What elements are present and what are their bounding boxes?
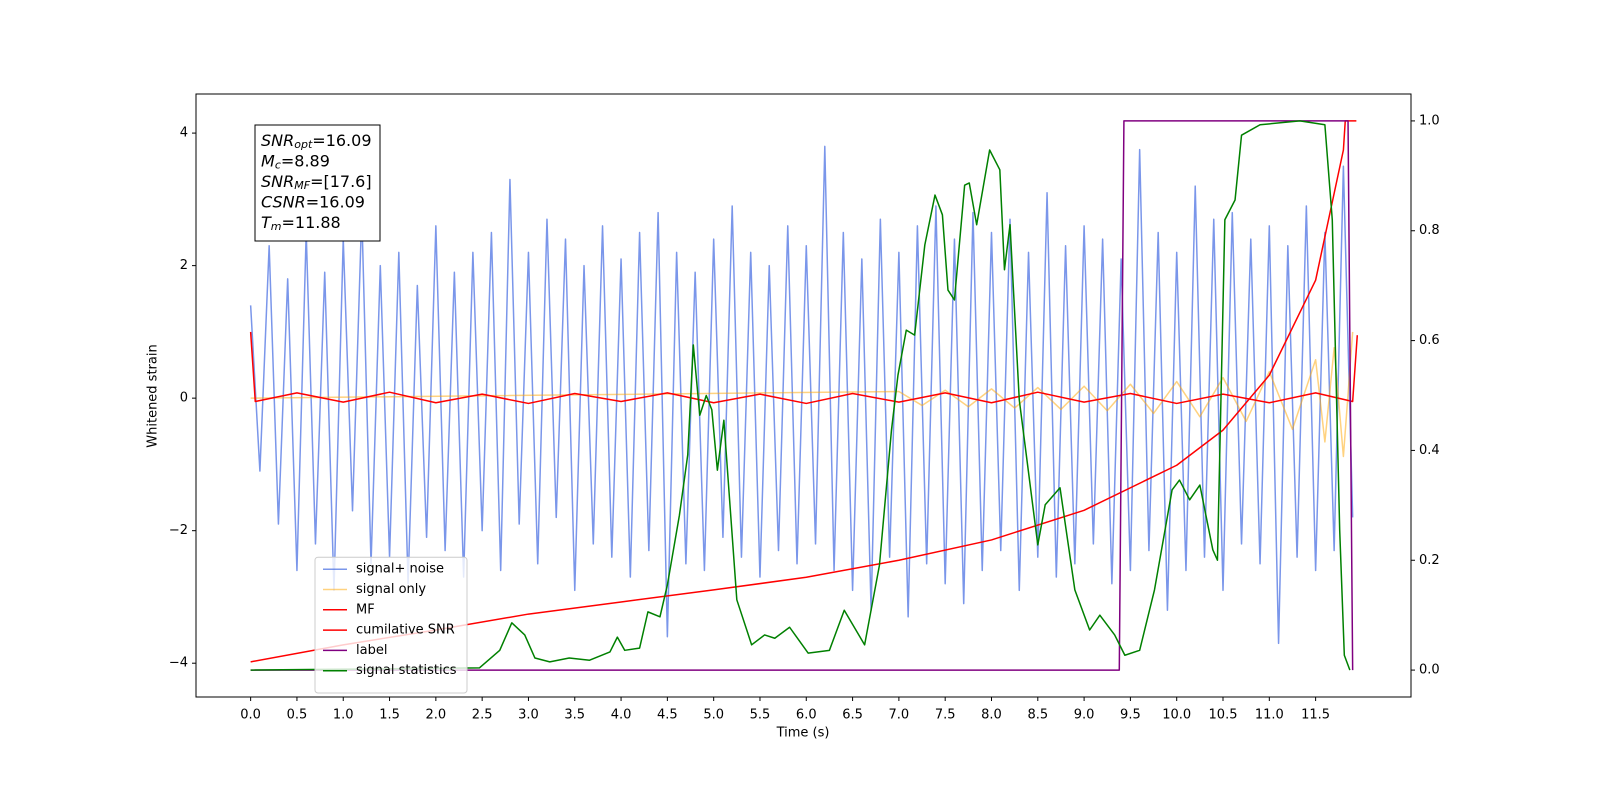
legend-label: signal statistics bbox=[356, 663, 457, 678]
x-tick-label: 6.5 bbox=[842, 708, 863, 723]
annotation: SNRMF=[17.6] bbox=[261, 172, 372, 193]
legend-label: cumilative SNR bbox=[356, 623, 455, 638]
legend-label: MF bbox=[356, 602, 375, 617]
y2-tick-label: 0.8 bbox=[1419, 223, 1440, 238]
annotation-symbol: CSNR bbox=[261, 192, 306, 211]
series-line bbox=[249, 145, 1354, 645]
x-tick-label: 8.5 bbox=[1027, 708, 1048, 723]
y2-tick-label: 0.4 bbox=[1419, 443, 1440, 458]
annotation-subscript: opt bbox=[294, 138, 313, 151]
series-line bbox=[250, 120, 1357, 663]
x-tick-label: 0.0 bbox=[240, 708, 261, 723]
y-tick-label: −4 bbox=[169, 656, 188, 671]
annotation: CSNR=16.09 bbox=[261, 192, 365, 211]
y-tick-label: 4 bbox=[180, 126, 188, 141]
series-line bbox=[249, 331, 1359, 405]
plot-area bbox=[249, 120, 1359, 671]
x-tick-label: 3.5 bbox=[564, 708, 585, 723]
x-tick-label: 1.5 bbox=[379, 708, 400, 723]
y2-tick-label: 0.6 bbox=[1419, 333, 1440, 348]
x-tick-label: 4.0 bbox=[611, 708, 632, 723]
legend-box bbox=[314, 556, 468, 694]
y2-tick-label: 0.0 bbox=[1419, 663, 1440, 678]
x-tick-label: 9.0 bbox=[1074, 708, 1095, 723]
series-line bbox=[250, 120, 1354, 671]
y-tick-label: 0 bbox=[180, 391, 188, 406]
legend-label: label bbox=[356, 643, 387, 658]
x-tick-label: 11.0 bbox=[1255, 708, 1284, 723]
annotation: SNRopt=16.09 bbox=[261, 131, 372, 152]
x-tick-label: 1.0 bbox=[333, 708, 354, 723]
axes-frame bbox=[195, 93, 1412, 698]
annotation-subscript: MF bbox=[294, 179, 310, 192]
annotation-text: =11.88 bbox=[282, 213, 341, 232]
x-tick-label: 5.0 bbox=[703, 708, 724, 723]
x-tick-label: 0.5 bbox=[287, 708, 308, 723]
series-line bbox=[250, 120, 1351, 671]
annotation: Mc=8.89 bbox=[261, 151, 330, 172]
legend-label: signal+ noise bbox=[356, 562, 444, 577]
annotation-symbol: M bbox=[261, 151, 275, 170]
legend-label: signal only bbox=[356, 582, 426, 597]
x-tick-label: 9.5 bbox=[1120, 708, 1141, 723]
x-axis-label: Time (s) bbox=[776, 726, 830, 741]
y-tick-label: 2 bbox=[180, 258, 188, 273]
x-tick-label: 5.5 bbox=[750, 708, 771, 723]
annotation-symbol: SNR bbox=[261, 172, 294, 191]
annotation-symbol: T bbox=[261, 213, 272, 232]
x-tick-label: 3.0 bbox=[518, 708, 539, 723]
annotation-subscript: m bbox=[271, 220, 282, 233]
x-tick-label: 2.5 bbox=[472, 708, 493, 723]
annotation-box bbox=[254, 124, 381, 242]
y-axis-label: Whitened strain bbox=[146, 344, 161, 447]
x-tick-label: 4.5 bbox=[657, 708, 678, 723]
y2-tick-label: 0.2 bbox=[1419, 553, 1440, 568]
annotation-subscript: c bbox=[275, 159, 281, 172]
x-tick-label: 10.0 bbox=[1162, 708, 1191, 723]
x-tick-label: 7.5 bbox=[935, 708, 956, 723]
annotation-text: =8.89 bbox=[281, 151, 330, 170]
series-line bbox=[250, 331, 1354, 458]
annotation-text: =[17.6] bbox=[310, 172, 372, 191]
annotation-text: =16.09 bbox=[306, 192, 365, 211]
annotation: Tm=11.88 bbox=[261, 213, 341, 234]
x-tick-label: 6.0 bbox=[796, 708, 817, 723]
annotation-text: =16.09 bbox=[312, 131, 371, 150]
x-tick-label: 8.0 bbox=[981, 708, 1002, 723]
x-tick-label: 2.0 bbox=[426, 708, 447, 723]
y2-tick-label: 1.0 bbox=[1419, 113, 1440, 128]
y-tick-label: −2 bbox=[169, 523, 188, 538]
x-tick-label: 10.5 bbox=[1209, 708, 1238, 723]
annotation-symbol: SNR bbox=[261, 131, 294, 150]
x-tick-label: 11.5 bbox=[1301, 708, 1330, 723]
x-tick-label: 7.0 bbox=[889, 708, 910, 723]
